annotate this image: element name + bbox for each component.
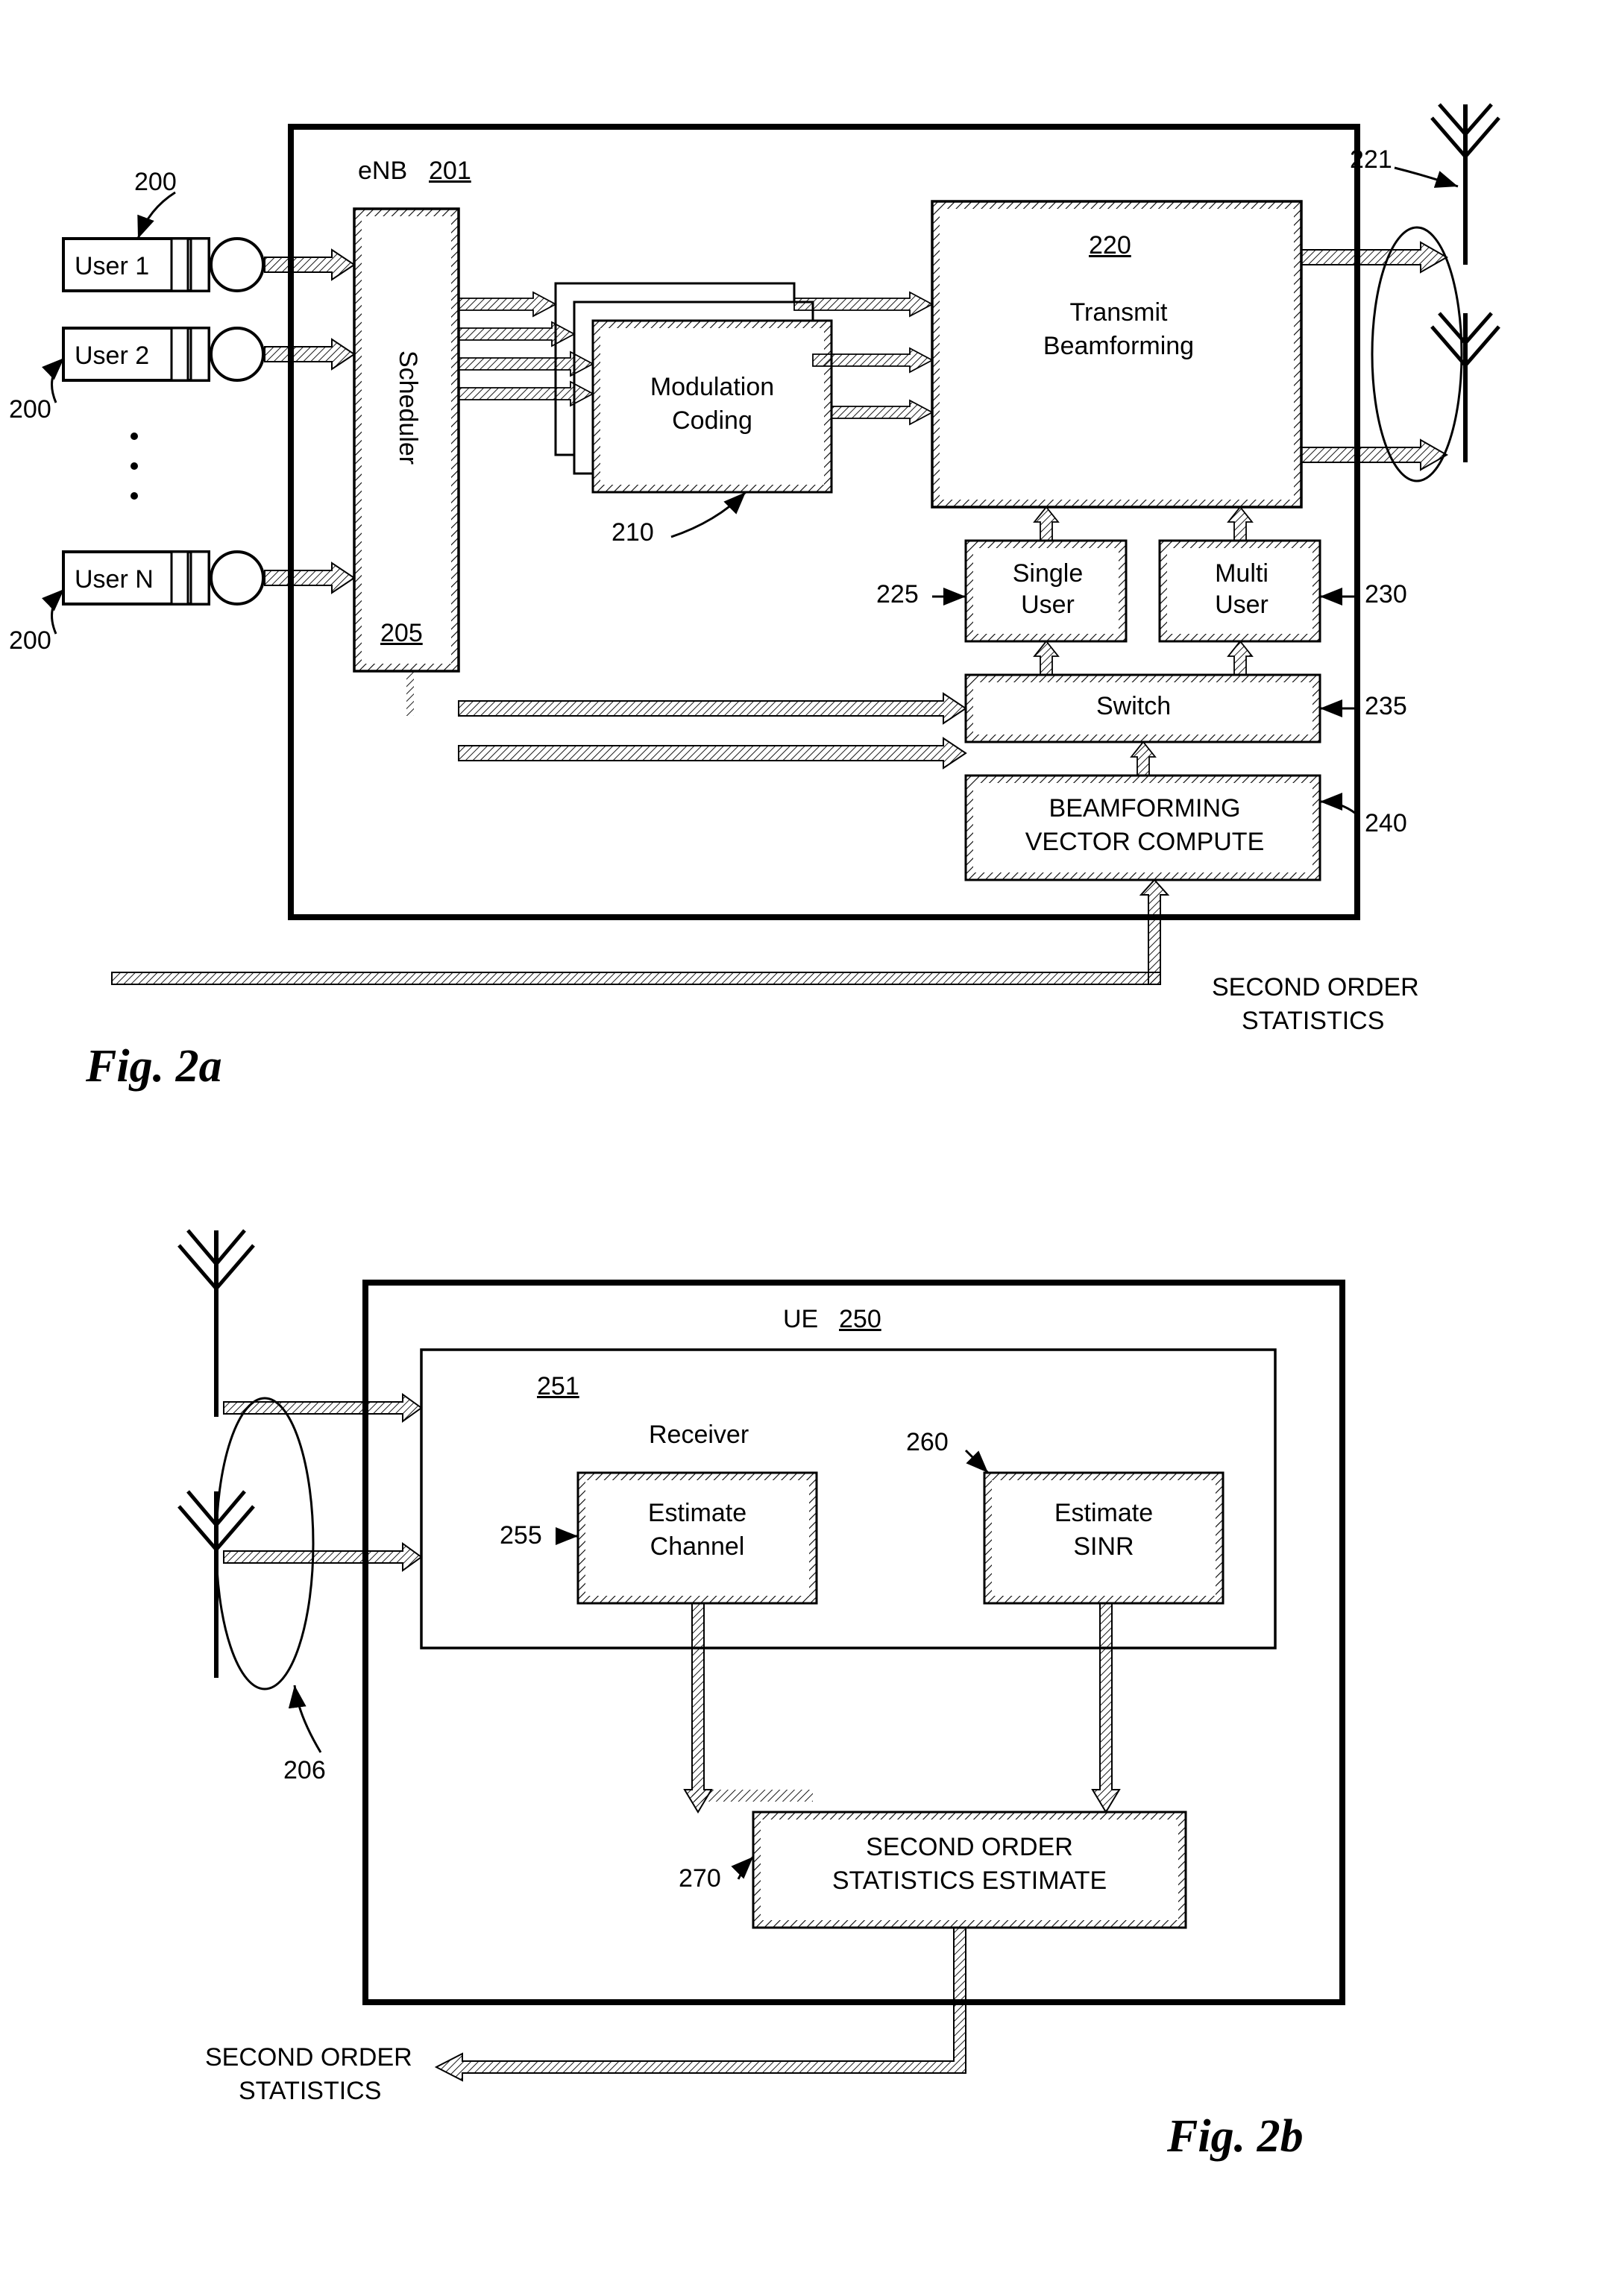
switch-ref: 235 [1365,692,1407,721]
estsinr-l1: Estimate [1010,1499,1197,1528]
figure-2a [0,0,1619,2296]
fig2b-group [179,1230,1342,2080]
singleuser-l1: Single [992,559,1104,588]
user2-ref: 200 [9,395,51,424]
singleuser-ref: 225 [876,580,919,609]
feedback-l1: SECOND ORDER [1212,973,1419,1002]
estchan-ref: 255 [500,1521,542,1550]
userN-ref: 200 [9,626,51,655]
ant-ref: 221 [1350,145,1392,174]
multiuser-ref: 230 [1365,580,1407,609]
feedback-l2: STATISTICS [1242,1007,1384,1036]
switch-label: Switch [1096,692,1171,721]
fig2b-title: Fig. 2b [1167,2110,1304,2163]
singleuser-l2: User [992,591,1104,620]
ue-ref: 250 [839,1305,881,1334]
modcoding-l1: Modulation [649,373,776,402]
sos-ref: 270 [679,1864,721,1893]
sos-l1: SECOND ORDER [790,1833,1148,1862]
antenna-bottom [1432,313,1499,462]
receiver-ref: 251 [537,1372,579,1401]
modcoding-l2: Coding [649,406,776,435]
output-l2: STATISTICS [239,2077,381,2106]
fig2a-title: Fig. 2a [86,1040,222,1093]
output-l1: SECOND ORDER [205,2043,412,2072]
bfvc-l1: BEAMFORMING [992,794,1298,823]
userN-label: User N [75,565,154,594]
user2-label: User 2 [75,342,149,371]
multiuser-l1: Multi [1186,559,1298,588]
estchan-l2: Channel [604,1532,790,1561]
multiuser-l2: User [1186,591,1298,620]
scheduler-label: Scheduler [393,350,422,465]
beamforming-l1: Transmit [1010,298,1227,327]
estsinr-l2: SINR [1010,1532,1197,1561]
beamforming-l2: Beamforming [1010,332,1227,361]
ant-ue-ref: 206 [283,1756,326,1785]
estsinr-ref: 260 [906,1428,949,1457]
bfvc-ref: 240 [1365,809,1407,838]
modcoding-ref: 210 [612,518,654,547]
bfvc-l2: VECTOR COMPUTE [992,828,1298,857]
receiver-label: Receiver [649,1421,749,1450]
scheduler-ref: 205 [380,619,423,648]
antenna-ue-top [179,1230,254,1417]
antenna-top [1432,104,1499,265]
user1-ref: 200 [134,168,177,197]
user1-label: User 1 [75,252,149,281]
enb-label: eNB [358,157,407,186]
estchan-l1: Estimate [604,1499,790,1528]
enb-ref: 201 [429,157,471,186]
beamforming-ref: 220 [1089,231,1131,260]
ue-label: UE [783,1305,818,1334]
sos-l2: STATISTICS ESTIMATE [790,1866,1148,1896]
